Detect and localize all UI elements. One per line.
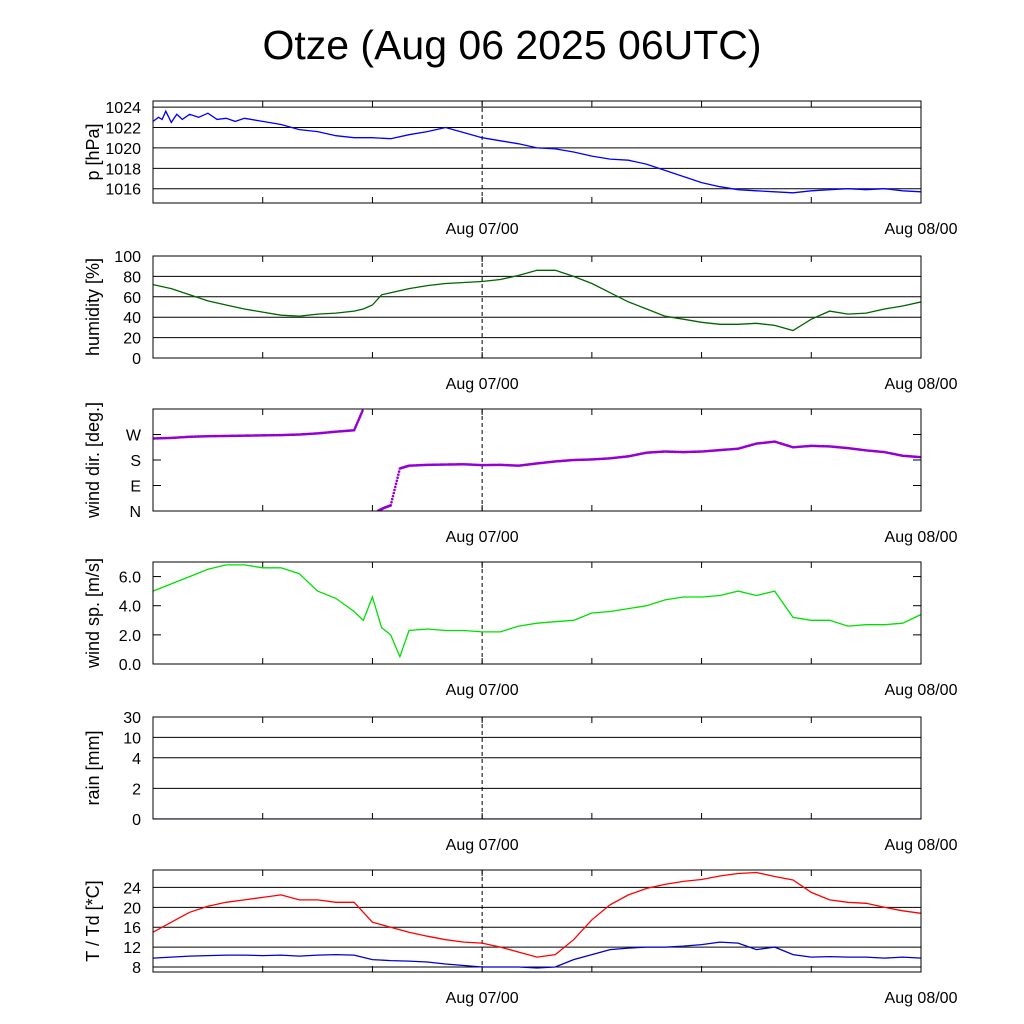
- wind-direction-data-point: [397, 470, 401, 473]
- temperature-xtick-label: Aug 08/00: [885, 990, 958, 1007]
- pressure-ytick-label: 1016: [105, 182, 141, 199]
- temperature-xtick-label: Aug 07/00: [446, 990, 519, 1007]
- pressure-ytick-label: 1018: [105, 161, 141, 178]
- humidity-xtick-label: Aug 07/00: [446, 376, 519, 393]
- humidity-ytick-label: 20: [123, 331, 141, 348]
- rain-plot-frame: [152, 716, 922, 820]
- wind-speed-panel: 0.0 2.0 4.0 6.0 Aug 07/00 Aug 08/00 wind sp. […: [83, 558, 958, 699]
- wind-direction-data-point: [918, 455, 921, 459]
- wind-direction-data-point: [395, 479, 399, 483]
- wind-direction-ytick-label: N: [129, 504, 141, 521]
- pressure-ytick-label: 1022: [105, 121, 141, 138]
- wind-speed-series-line: [153, 564, 921, 659]
- rain-xtick-label: Aug 08/00: [885, 837, 958, 854]
- wind-direction-series: [153, 409, 921, 511]
- humidity-series-line: [153, 269, 921, 332]
- pressure-panel: 1016 1018 1020 1022 1024 Aug 07/00 Aug 08/00 p …: [83, 100, 958, 238]
- wind-direction-xtick-label: Aug 08/00: [885, 529, 958, 546]
- temperature-ytick-label: 16: [123, 920, 141, 937]
- wind-direction-data-point: [390, 500, 393, 504]
- rain-ytick-label: 0: [132, 812, 141, 829]
- pressure-ytick-label: 1024: [105, 100, 141, 117]
- wind-direction-data-point: [389, 504, 393, 507]
- wind-direction-data-point: [396, 476, 399, 480]
- rain-panel: 0 2 4 10 30 Aug 07/00 Aug 08/00 rain [mm]: [83, 710, 958, 854]
- wind-speed-xtick-label: Aug 08/00: [885, 682, 958, 699]
- wind-direction-ytick-label: W: [126, 428, 142, 445]
- wind-direction-data-point: [361, 409, 364, 413]
- wind-direction-plot-frame: [152, 408, 922, 512]
- wind-speed-ytick-label: 4.0: [119, 599, 141, 616]
- humidity-ytick-label: 40: [123, 310, 141, 327]
- wind-speed-ytick-label: 6.0: [119, 570, 141, 587]
- wind-direction-ytick-label: S: [130, 453, 141, 470]
- rain-ytick-label: 30: [123, 710, 141, 727]
- wind-direction-data-point: [392, 491, 396, 495]
- wind-speed-axis-label: wind sp. [m/s]: [83, 558, 103, 669]
- temperature-ytick-label: 8: [132, 960, 141, 977]
- wind-direction-data-point: [393, 488, 396, 492]
- wind-speed-xtick-label: Aug 07/00: [446, 682, 519, 699]
- wind-direction-data-point: [391, 494, 395, 498]
- wind-direction-axis-label: wind dir. [deg.]: [83, 402, 103, 519]
- humidity-axis-label: humidity [%]: [83, 258, 103, 356]
- temperature-series-line-td: [153, 941, 921, 969]
- humidity-ytick-label: 100: [114, 249, 141, 266]
- humidity-ytick-label: 80: [123, 269, 141, 286]
- pressure-series-line: [153, 109, 921, 194]
- rain-xtick-label: Aug 07/00: [446, 837, 519, 854]
- temperature-plot-frame: [152, 869, 922, 973]
- rain-ytick-label: 2: [132, 781, 141, 798]
- humidity-ytick-label: 0: [132, 351, 141, 368]
- temperature-ytick-label: 24: [123, 880, 141, 897]
- temperature-series-line-t: [153, 871, 921, 958]
- wind-direction-data-point: [390, 497, 394, 501]
- rain-ytick-label: 4: [132, 751, 141, 768]
- wind-speed-ytick-label: 0.0: [119, 657, 141, 674]
- rain-ytick-label: 10: [123, 730, 141, 747]
- wind-speed-ytick-label: 2.0: [119, 628, 141, 645]
- pressure-ytick-label: 1020: [105, 141, 141, 158]
- humidity-plot-frame: [152, 255, 922, 359]
- chart-title: Otze (Aug 06 2025 06UTC): [262, 22, 762, 68]
- wind-direction-data-point: [397, 473, 400, 476]
- temperature-ytick-label: 12: [123, 940, 141, 957]
- temperature-ytick-label: 20: [123, 900, 141, 917]
- wind-direction-xtick-label: Aug 07/00: [446, 529, 519, 546]
- pressure-xtick-label: Aug 07/00: [446, 221, 519, 238]
- humidity-panel: 0 20 40 60 80 100 Aug 07/00 Aug 08/00 humidity […: [83, 249, 958, 393]
- wind-speed-plot-frame: [152, 561, 922, 665]
- humidity-ytick-label: 60: [123, 290, 141, 307]
- temperature-panel: 8 12 16 20 24 Aug 07/00 Aug 08/00 T / Td [*C]: [83, 869, 958, 1007]
- pressure-plot-frame: [152, 100, 922, 204]
- pressure-axis-label: p [hPa]: [83, 123, 103, 180]
- wind-direction-data-point: [393, 485, 397, 489]
- temperature-axis-label: T / Td [*C]: [83, 880, 103, 961]
- wind-direction-data-point: [394, 482, 398, 486]
- pressure-xtick-label: Aug 08/00: [885, 221, 958, 238]
- wind-direction-ytick-label: E: [130, 479, 141, 496]
- rain-axis-label: rain [mm]: [83, 730, 103, 805]
- humidity-xtick-label: Aug 08/00: [885, 376, 958, 393]
